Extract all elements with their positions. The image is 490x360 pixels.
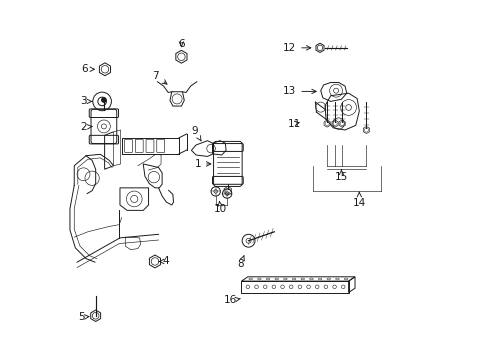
Text: 2: 2 (80, 122, 93, 132)
Text: 10: 10 (214, 201, 227, 214)
Text: 3: 3 (80, 96, 93, 107)
Text: 13: 13 (283, 86, 316, 96)
Text: 12: 12 (283, 43, 311, 53)
Text: 8: 8 (237, 256, 245, 269)
Text: 1: 1 (195, 159, 211, 169)
Text: 11: 11 (288, 118, 301, 129)
Circle shape (102, 98, 106, 102)
Text: 5: 5 (78, 312, 89, 322)
Text: 16: 16 (224, 296, 240, 305)
Text: 4: 4 (159, 256, 169, 266)
Text: 6: 6 (81, 64, 95, 74)
Text: 14: 14 (353, 192, 366, 208)
Text: 7: 7 (152, 71, 167, 84)
Text: 6: 6 (178, 39, 185, 49)
Text: 15: 15 (335, 169, 348, 182)
Text: 9: 9 (192, 126, 201, 141)
